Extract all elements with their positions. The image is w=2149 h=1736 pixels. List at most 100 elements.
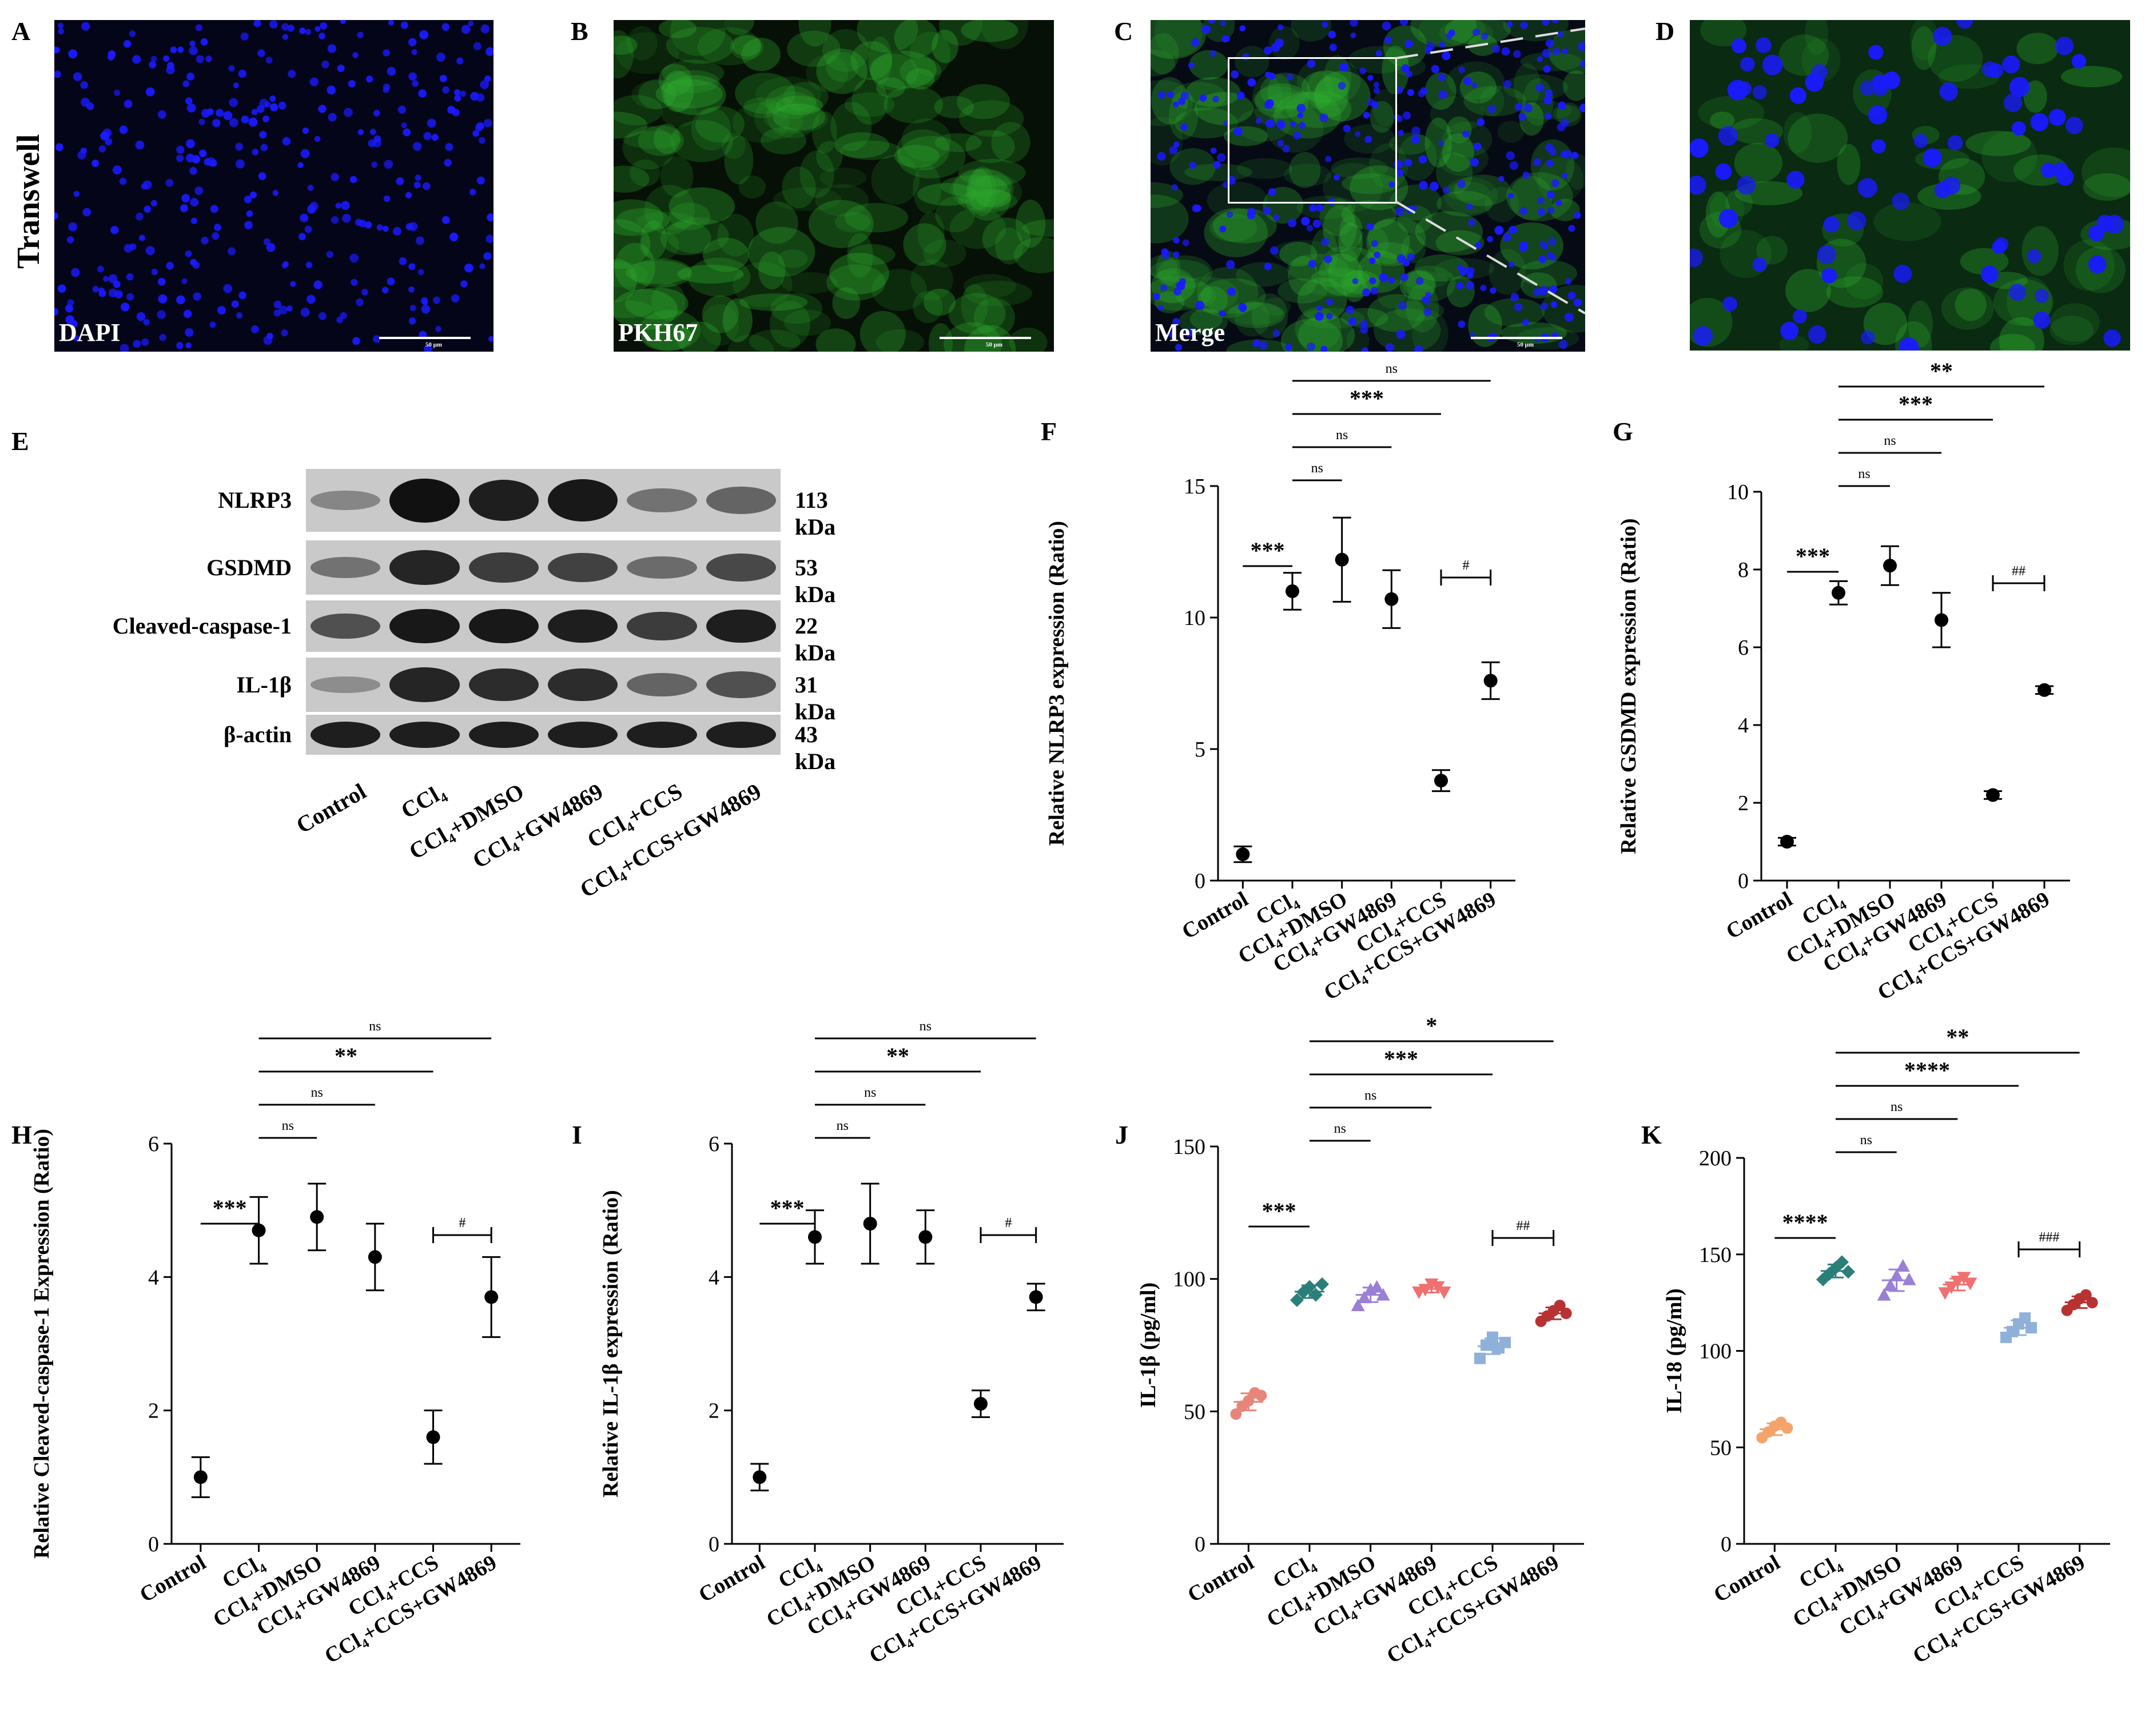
mean-point bbox=[1286, 584, 1299, 598]
nucleus bbox=[344, 107, 353, 117]
nucleus bbox=[136, 212, 144, 221]
green-cytoplasm bbox=[1394, 57, 1426, 77]
y-axis-label: Relative GSDMD expression (Ratio) bbox=[1617, 518, 1641, 854]
nucleus bbox=[1458, 66, 1466, 73]
x-tick-label: Control bbox=[136, 1550, 210, 1607]
nucleus bbox=[368, 139, 376, 148]
nucleus bbox=[1542, 243, 1549, 250]
y-tick-label: 10 bbox=[1184, 606, 1205, 630]
nucleus bbox=[201, 236, 209, 245]
mean-point bbox=[2037, 683, 2051, 697]
nucleus bbox=[1262, 206, 1271, 215]
nucleus bbox=[1715, 163, 1732, 180]
green-cytoplasm bbox=[1454, 174, 1511, 206]
nucleus bbox=[1543, 65, 1551, 73]
green-cytoplasm bbox=[625, 260, 691, 284]
nucleus bbox=[1160, 284, 1168, 292]
wb-band bbox=[548, 479, 618, 522]
nucleus bbox=[1568, 225, 1575, 232]
nucleus bbox=[433, 296, 440, 304]
sig-label: ns bbox=[1336, 428, 1348, 443]
nucleus bbox=[1860, 80, 1876, 96]
green-cytoplasm bbox=[2082, 147, 2130, 197]
nucleus bbox=[1446, 32, 1453, 39]
nucleus bbox=[163, 55, 170, 62]
nucleus bbox=[2027, 249, 2041, 264]
green-cytoplasm bbox=[1151, 20, 1207, 59]
nucleus bbox=[384, 160, 393, 169]
green-cytoplasm bbox=[829, 252, 889, 294]
nucleus bbox=[400, 21, 408, 29]
green-cytoplasm bbox=[1756, 236, 1788, 265]
green-cytoplasm bbox=[903, 223, 946, 266]
data-point bbox=[1889, 1268, 1904, 1281]
nucleus bbox=[2003, 93, 2023, 113]
nucleus bbox=[1538, 255, 1547, 264]
green-cytoplasm bbox=[666, 27, 734, 64]
green-cytoplasm bbox=[1412, 310, 1448, 352]
green-cytoplasm bbox=[1424, 117, 1452, 168]
nucleus bbox=[1224, 35, 1231, 42]
green-cytoplasm bbox=[913, 291, 943, 324]
sig-label: ns bbox=[311, 1085, 323, 1100]
green-cytoplasm bbox=[1341, 200, 1397, 229]
nucleus bbox=[66, 236, 74, 244]
nucleus bbox=[1808, 325, 1826, 344]
wb-protein-label: NLRP3 bbox=[218, 487, 292, 513]
green-cytoplasm bbox=[923, 239, 966, 268]
nucleus bbox=[480, 80, 490, 89]
green-cytoplasm bbox=[894, 20, 938, 58]
nucleus bbox=[1737, 176, 1756, 195]
nucleus bbox=[483, 118, 492, 128]
nucleus bbox=[441, 23, 450, 31]
nucleus bbox=[383, 87, 389, 93]
green-cytoplasm bbox=[1280, 318, 1343, 352]
data-point bbox=[1902, 1272, 1916, 1285]
nucleus bbox=[260, 144, 268, 152]
nucleus bbox=[357, 129, 364, 136]
nucleus bbox=[1352, 278, 1359, 285]
nucleus bbox=[278, 101, 286, 110]
nucleus bbox=[235, 159, 245, 169]
data-point bbox=[1554, 1300, 1566, 1311]
x-tick-label: Control bbox=[1178, 887, 1252, 943]
scale-bar bbox=[1471, 337, 1562, 339]
nucleus bbox=[1509, 225, 1517, 234]
green-cytoplasm bbox=[973, 297, 1015, 337]
nucleus bbox=[1467, 218, 1476, 226]
sig-label: ## bbox=[2012, 564, 2025, 579]
nucleus bbox=[1545, 89, 1553, 98]
y-tick-label: 100 bbox=[1173, 1268, 1205, 1292]
green-cytoplasm bbox=[859, 310, 906, 352]
nucleus bbox=[1272, 329, 1280, 337]
nucleus bbox=[114, 89, 121, 96]
wb-band bbox=[389, 667, 460, 702]
nucleus bbox=[238, 291, 246, 300]
nucleus bbox=[1210, 147, 1217, 154]
nucleus bbox=[1217, 153, 1226, 162]
nucleus bbox=[1515, 102, 1523, 111]
green-cytoplasm bbox=[1999, 317, 2044, 351]
nucleus bbox=[1195, 301, 1205, 310]
green-cytoplasm bbox=[755, 201, 798, 244]
nucleus bbox=[1369, 277, 1376, 285]
green-cytoplasm bbox=[614, 165, 650, 193]
nucleus bbox=[1406, 70, 1413, 78]
nucleus bbox=[1171, 184, 1178, 191]
data-point bbox=[1835, 1255, 1849, 1269]
nucleus bbox=[1543, 96, 1553, 105]
green-cytoplasm bbox=[624, 287, 689, 320]
green-cytoplasm bbox=[1368, 143, 1408, 189]
nucleus bbox=[1153, 293, 1160, 300]
nucleus bbox=[405, 192, 412, 199]
nucleus bbox=[2033, 311, 2051, 329]
nucleus bbox=[181, 278, 188, 284]
nucleus bbox=[1487, 236, 1494, 242]
nucleus bbox=[1565, 278, 1572, 285]
nucleus bbox=[340, 20, 346, 25]
sig-label: *** bbox=[213, 1195, 247, 1221]
green-cytoplasm bbox=[1319, 198, 1355, 237]
green-cytoplasm bbox=[1151, 49, 1175, 77]
green-cytoplasm bbox=[1463, 85, 1527, 117]
